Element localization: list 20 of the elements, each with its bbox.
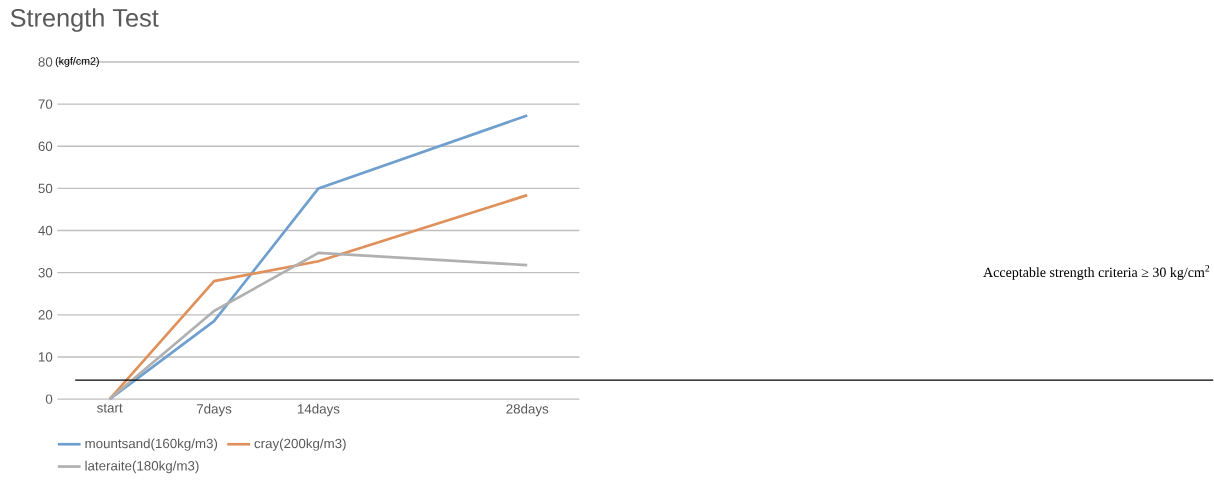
x-tick-label: 14days xyxy=(297,403,340,417)
x-tick-label: start xyxy=(97,403,123,413)
y-tick-label: 60 xyxy=(38,141,53,152)
x-tick-label: 7days xyxy=(196,403,232,417)
y-tick-label: 70 xyxy=(38,99,53,109)
line-series xyxy=(108,251,529,401)
text: Acceptable strength criteria ≥ 30 kg/cm$^{2}$ xyxy=(983,265,1210,281)
x-tick-label: 28days xyxy=(506,403,549,417)
y-tick-label: 20 xyxy=(38,310,53,320)
chart-title: Strength Test xyxy=(10,8,159,32)
legend-label: mountsand(160kg/m3) xyxy=(85,438,218,451)
y-tick-label: 80 xyxy=(38,57,53,67)
y-tick-label: 10 xyxy=(38,352,53,362)
y-tick-label: 50 xyxy=(38,183,53,194)
y-tick-label: 0 xyxy=(45,394,53,404)
y-tick-label: 40 xyxy=(38,225,53,236)
legend-label: lateraite(180kg/m3) xyxy=(85,460,199,474)
y-tick-label: 30 xyxy=(38,268,53,278)
y-axis-title: (kgf/cm2) xyxy=(55,57,99,68)
legend-label: cray(200kg/m3) xyxy=(254,438,346,451)
